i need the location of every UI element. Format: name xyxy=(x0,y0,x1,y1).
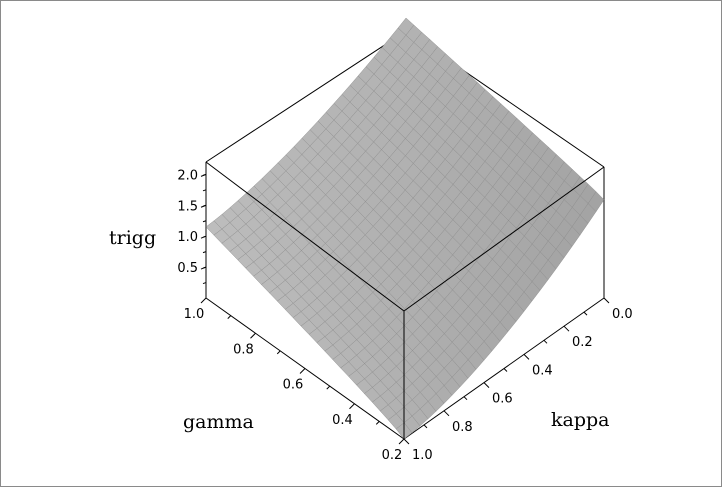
z-minor-tick xyxy=(202,189,207,192)
gamma-tick-label: 0.4 xyxy=(332,413,353,428)
gamma-minor-tick xyxy=(375,421,380,425)
surface xyxy=(205,17,605,440)
gamma-tick xyxy=(349,403,355,410)
z-minor-tick xyxy=(202,266,207,269)
z-axis-label: trigg xyxy=(109,227,156,249)
kappa-tick xyxy=(403,438,410,445)
kappa-tick-label: 0.8 xyxy=(452,420,473,435)
kappa-minor-tick xyxy=(423,424,428,429)
box-edge xyxy=(205,30,407,163)
gamma-minor-tick xyxy=(326,385,331,390)
axis-ticks: 0.5 1.0 1.5 2.0 0.2 0.4 0.6 0.8 1.0 0.0 0.2 0.4 0.6 0… xyxy=(177,168,632,463)
z-tick-label: 2.0 xyxy=(177,168,198,183)
front-box-edges xyxy=(205,161,605,439)
kappa-tick xyxy=(443,410,450,417)
kappa-minor-tick xyxy=(463,396,468,401)
z-minor-tick xyxy=(202,235,207,238)
gamma-tick-label: 0.2 xyxy=(382,448,403,463)
gamma-tick xyxy=(200,297,207,304)
z-minor-tick xyxy=(202,204,207,207)
kappa-minor-tick xyxy=(503,368,508,372)
z-minor-tick xyxy=(202,220,207,223)
kappa-tick-label: 0.4 xyxy=(532,363,553,378)
kappa-tick-label: 0.0 xyxy=(612,307,633,322)
z-tick-label: 1.5 xyxy=(177,199,198,214)
kappa-tick-label: 1.0 xyxy=(412,448,433,463)
kappa-tick xyxy=(563,325,570,332)
kappa-tick-label: 0.6 xyxy=(492,392,513,407)
z-minor-tick xyxy=(202,173,207,176)
kappa-tick-label: 0.2 xyxy=(572,335,593,350)
gamma-tick-label: 0.8 xyxy=(233,342,254,357)
gamma-tick xyxy=(299,368,306,374)
gamma-axis-label: gamma xyxy=(183,411,254,433)
z-minor-tick xyxy=(202,282,207,285)
z-tick-label: 0.5 xyxy=(177,261,198,276)
box-edge xyxy=(403,166,605,312)
gamma-tick-label: 1.0 xyxy=(184,307,205,322)
z-tick-label: 1.0 xyxy=(177,230,198,245)
kappa-minor-tick xyxy=(543,339,548,344)
kappa-minor-tick xyxy=(583,311,588,316)
gamma-minor-tick xyxy=(227,315,232,319)
gamma-tick-label: 0.6 xyxy=(283,378,304,393)
kappa-tick xyxy=(483,382,490,388)
kappa-tick xyxy=(523,354,530,360)
box-edge xyxy=(205,161,405,312)
gamma-tick xyxy=(398,438,405,445)
gamma-tick xyxy=(250,332,256,339)
gamma-minor-tick xyxy=(276,350,281,355)
kappa-axis-label: kappa xyxy=(551,409,610,431)
z-minor-tick xyxy=(202,251,207,254)
kappa-tick xyxy=(603,297,610,304)
